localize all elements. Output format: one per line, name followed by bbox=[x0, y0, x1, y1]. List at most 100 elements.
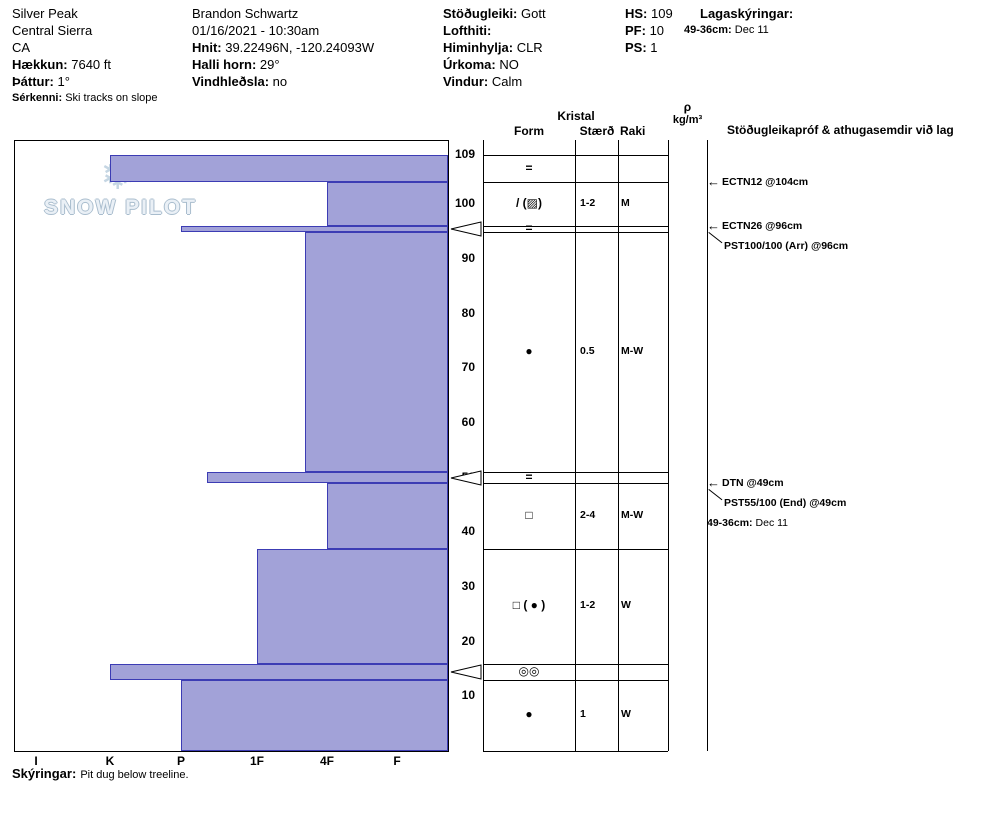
size-column-header: Stærð bbox=[579, 124, 615, 138]
table-grid-hline bbox=[483, 483, 668, 485]
moisture-cell: W bbox=[621, 599, 631, 612]
stability-test-annotation: ← ECTN12 @104cm bbox=[707, 175, 808, 189]
header-conditions-line-1: Stöðugleiki: Gott bbox=[443, 6, 546, 21]
moisture-cell: M-W bbox=[621, 508, 644, 521]
header-layer-notes-line-1: Lagaskýringar: bbox=[700, 6, 793, 21]
stability-test-annotation: ← ECTN26 @96cm bbox=[707, 219, 802, 233]
moisture-cell: M-W bbox=[621, 344, 644, 357]
field-value: Silver Peak bbox=[12, 6, 78, 21]
table-grid-vline bbox=[707, 140, 708, 751]
crystal-form-cell: ● bbox=[525, 343, 533, 358]
stability-test-annotation: ← DTN @49cm bbox=[707, 476, 784, 490]
depth-tick-label: 100 bbox=[454, 196, 475, 211]
depth-tick-label: 20 bbox=[461, 633, 475, 648]
crystal-form-cell: = bbox=[525, 160, 533, 175]
grain-size-cell: 1 bbox=[580, 708, 586, 721]
header-snowpack-line-1: HS: 109 bbox=[625, 6, 673, 21]
field-label: PF: bbox=[625, 23, 650, 38]
field-label: Himinhylja: bbox=[443, 40, 517, 55]
annotation-text: PST100/100 (Arr) @96cm bbox=[724, 240, 849, 253]
field-label: Lofthiti: bbox=[443, 23, 492, 38]
depth-tick-label: 30 bbox=[461, 578, 475, 593]
field-label: Vindhleðsla: bbox=[192, 74, 273, 89]
table-grid-hline bbox=[483, 231, 668, 233]
snow-layer-bar bbox=[207, 472, 448, 484]
header-conditions-line-5: Vindur: Calm bbox=[443, 74, 522, 89]
field-label: Sérkenni: bbox=[12, 92, 66, 104]
field-label: PS: bbox=[625, 40, 651, 55]
header-observer-line-5: Vindhleðsla: no bbox=[192, 74, 287, 89]
snow-layer-bar bbox=[110, 663, 448, 680]
depth-tick-label: 109 bbox=[454, 147, 475, 161]
layer-boundary-marker-icon bbox=[450, 664, 482, 680]
table-grid-hline bbox=[483, 155, 668, 156]
comments-column-header: Stöðugleikapróf & athugasemdir við lag bbox=[727, 123, 954, 137]
header-location-line-1: Silver Peak bbox=[12, 6, 78, 21]
depth-tick-label: 90 bbox=[461, 250, 475, 265]
header-snowpack-line-2: PF: 10 bbox=[625, 23, 664, 38]
table-grid-hline bbox=[483, 751, 668, 752]
connector-line bbox=[708, 489, 723, 501]
depth-tick-label: 80 bbox=[461, 305, 475, 320]
annotation-text: PST55/100 (End) @49cm bbox=[724, 497, 847, 510]
hardness-category-label: K bbox=[105, 754, 115, 768]
snow-layer-bar bbox=[327, 182, 448, 227]
header-conditions-line-2: Lofthiti: bbox=[443, 23, 491, 38]
field-value: 1° bbox=[57, 74, 70, 89]
depth-tick-label: 70 bbox=[461, 360, 475, 375]
field-label: HS: bbox=[625, 6, 651, 21]
form-column-header: Form bbox=[514, 124, 544, 138]
field-label: Stöðugleiki: bbox=[443, 6, 521, 21]
field-value: no bbox=[272, 74, 288, 89]
crystal-form-cell: = bbox=[525, 220, 533, 235]
field-value: Calm bbox=[491, 74, 523, 89]
table-grid-hline bbox=[483, 182, 668, 184]
field-value: 10 bbox=[649, 23, 665, 38]
field-label: Lagaskýringar: bbox=[700, 6, 794, 21]
field-value: Gott bbox=[521, 6, 546, 21]
table-grid-hline bbox=[483, 548, 668, 550]
field-value: 1 bbox=[650, 40, 658, 55]
snow-layer-bar bbox=[181, 226, 448, 232]
watermark-text: SNOW PILOT bbox=[44, 196, 197, 219]
field-value: Central Sierra bbox=[12, 23, 93, 38]
moisture-cell: W bbox=[621, 708, 631, 721]
field-label: Vindur: bbox=[443, 74, 492, 89]
header-location-line-3: CA bbox=[12, 40, 30, 55]
field-value: 29° bbox=[259, 57, 280, 72]
annotation-text: ECTN26 @96cm bbox=[722, 220, 803, 233]
field-value: Ski tracks on slope bbox=[65, 92, 158, 104]
left-arrow-icon: ← bbox=[707, 174, 720, 190]
crystal-form-cell: / (▨) bbox=[516, 196, 542, 211]
header-location-line-2: Central Sierra bbox=[12, 23, 92, 38]
crystal-form-cell: □ bbox=[525, 507, 533, 522]
crystal-form-cell: = bbox=[525, 469, 533, 484]
header-conditions-line-3: Himinhylja: CLR bbox=[443, 40, 543, 55]
field-value: Brandon Schwartz bbox=[192, 6, 299, 21]
hardness-category-label: 4F bbox=[319, 754, 334, 768]
footer-label: Skýringar: bbox=[12, 766, 77, 781]
header-location-line-5: Þáttur: 1° bbox=[12, 74, 70, 89]
field-label: Þáttur: bbox=[12, 74, 58, 89]
field-label: 49-36cm: bbox=[684, 24, 735, 36]
annotation-value: Dec 11 bbox=[755, 517, 789, 530]
grain-size-cell: 1-2 bbox=[580, 599, 596, 612]
grain-size-cell: 0.5 bbox=[580, 344, 595, 357]
field-label: Hnit: bbox=[192, 40, 226, 55]
table-grid-vline bbox=[575, 140, 576, 751]
field-label: Úrkoma: bbox=[443, 57, 500, 72]
hardness-category-label: 1F bbox=[249, 754, 264, 768]
hardness-category-label: P bbox=[176, 754, 185, 768]
field-value: 7640 ft bbox=[71, 57, 111, 72]
field-label: Hækkun: bbox=[12, 57, 72, 72]
annotation-text: ECTN12 @104cm bbox=[722, 176, 809, 189]
profile-chart-frame bbox=[14, 140, 449, 752]
table-grid-hline bbox=[483, 679, 668, 681]
table-grid-vline bbox=[483, 140, 484, 751]
table-grid-vline bbox=[668, 140, 669, 751]
moisture-column-header: Raki bbox=[620, 124, 646, 138]
grain-size-cell: 1-2 bbox=[580, 197, 596, 210]
header-snowpack-line-3: PS: 1 bbox=[625, 40, 658, 55]
connector-line bbox=[708, 232, 723, 244]
